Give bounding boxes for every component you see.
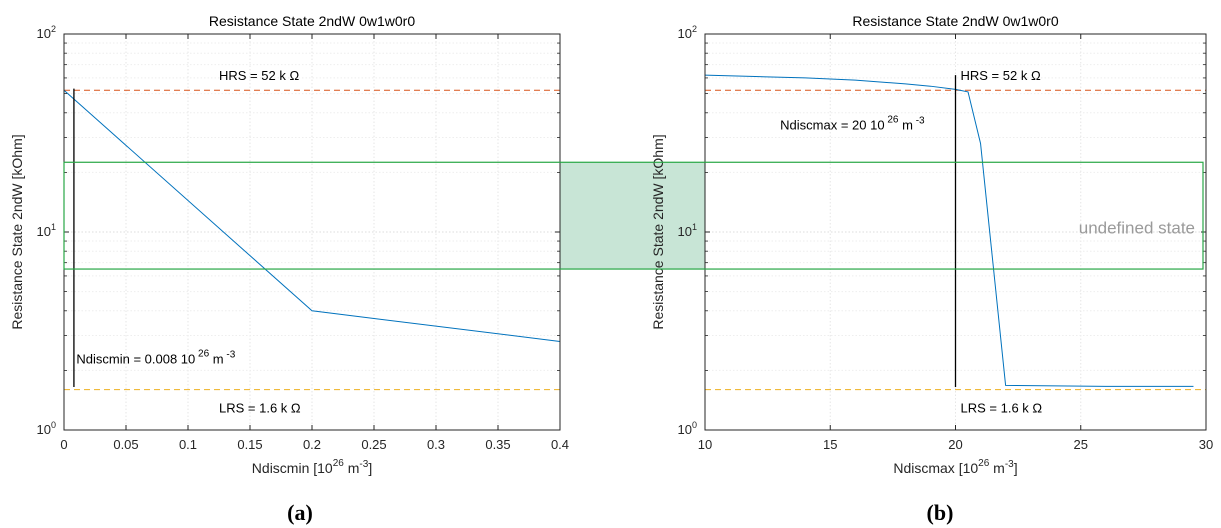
x-tick-label: 0.2 (303, 437, 321, 452)
panel-label: (a) (287, 500, 313, 525)
y-tick-label: 101 (37, 222, 56, 239)
x-tick-label: 0.15 (237, 437, 262, 452)
resistance-series-line (63, 89, 561, 342)
lrs-label: LRS = 1.6 k Ω (219, 400, 301, 415)
lrs-label: LRS = 1.6 k Ω (961, 400, 1043, 415)
x-tick-label: 30 (1199, 437, 1213, 452)
undefined-band-outline-layer: undefined state (63, 161, 1204, 270)
y-tick-label: 102 (37, 24, 56, 41)
y-tick-label: 101 (678, 222, 697, 239)
y-tick-label: 102 (678, 24, 697, 41)
hrs-label: HRS = 52 k Ω (961, 68, 1041, 83)
x-tick-label: 10 (698, 437, 712, 452)
x-axis-label: Ndiscmax [1026 m-3] (893, 458, 1017, 476)
x-tick-label: 15 (823, 437, 837, 452)
undefined-state-band-outline (63, 161, 1204, 270)
chart-panel-b: 10 15 20 25 30 100 101 102 Resistance State 2ndW… (650, 13, 1213, 525)
x-tick-label: 0.3 (427, 437, 445, 452)
x-tick-label: 0.35 (485, 437, 510, 452)
x-tick-label: 0.05 (113, 437, 138, 452)
x-tick-label: 20 (948, 437, 962, 452)
x-tick-label: 0.25 (361, 437, 386, 452)
panel-label: (b) (927, 500, 954, 525)
resistance-series-line (704, 74, 1194, 387)
y-axis-label: Resistance State 2ndW [kOhm] (9, 134, 25, 329)
x-tick-label: 25 (1074, 437, 1088, 452)
chart-panel-a: 0 0.05 0.1 0.15 0.2 0.25 0.3 0.35 0.4 100 101 102 Re… (9, 13, 569, 525)
y-tick-label: 100 (678, 420, 697, 437)
y-tick-label: 100 (37, 420, 56, 437)
x-tick-label: 0.4 (551, 437, 569, 452)
x-tick-label: 0 (60, 437, 67, 452)
undefined-state-label: undefined state (1079, 219, 1195, 238)
y-axis-label: Resistance State 2ndW [kOhm] (650, 134, 666, 329)
chart-title: Resistance State 2ndW 0w1w0r0 (852, 13, 1058, 29)
threshold-annotation: Ndiscmin = 0.008 10 26 m -3 (76, 348, 235, 366)
x-axis-label: Ndiscmin [1026 m-3] (252, 458, 372, 476)
hrs-label: HRS = 52 k Ω (219, 68, 299, 83)
x-tick-label: 0.1 (179, 437, 197, 452)
threshold-annotation: Ndiscmax = 20 10 26 m -3 (780, 114, 925, 132)
chart-title: Resistance State 2ndW 0w1w0r0 (209, 13, 415, 29)
